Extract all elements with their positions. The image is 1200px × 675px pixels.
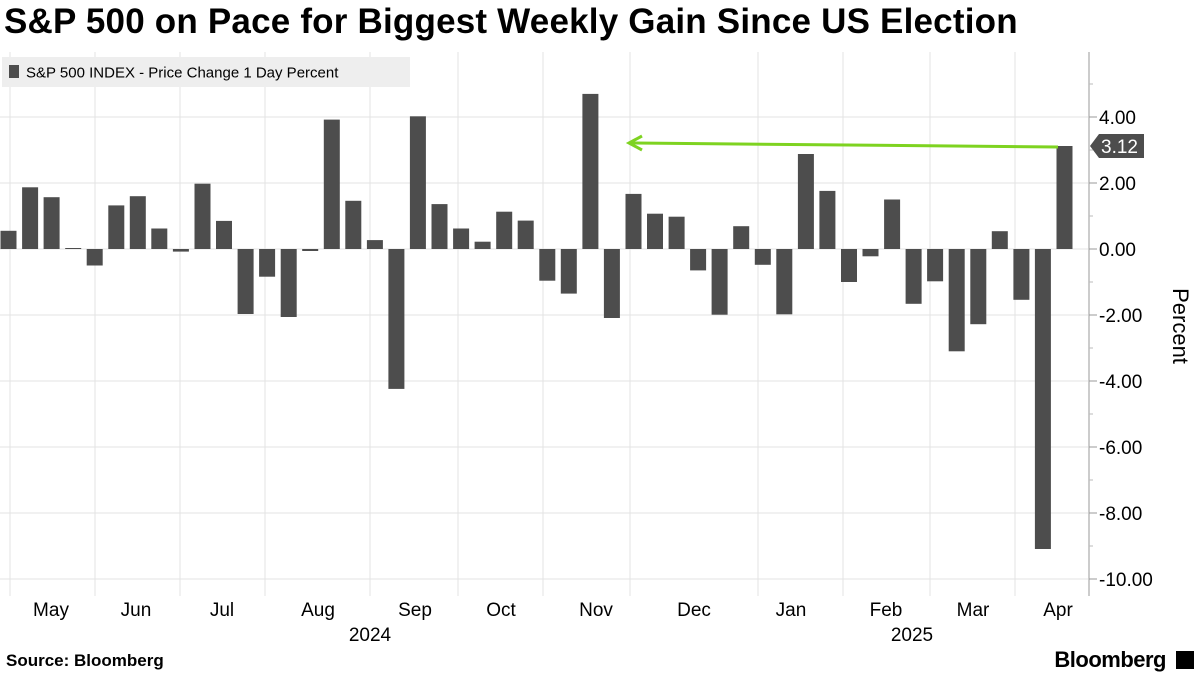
bar: [560, 249, 577, 294]
x-year-label: 2024: [349, 625, 392, 646]
bar: [431, 204, 448, 249]
bar: [129, 196, 146, 249]
bar: [582, 93, 599, 250]
legend: S&P 500 INDEX - Price Change 1 Day Perce…: [2, 57, 410, 87]
bar: [603, 249, 620, 318]
annotation: 3.12: [625, 134, 1144, 159]
x-tick-label: Feb: [870, 600, 903, 621]
bar: [948, 249, 965, 352]
bar: [216, 220, 232, 249]
legend-box: [2, 57, 410, 87]
x-tick-label: May: [33, 600, 69, 621]
x-tick-label: Aug: [301, 600, 335, 621]
bar: [345, 200, 362, 249]
x-tick-label: Mar: [957, 600, 990, 621]
bar: [474, 241, 491, 249]
bar: [754, 249, 771, 265]
bar: [280, 249, 297, 317]
bar: [517, 220, 534, 249]
bar: [302, 249, 319, 251]
bar: [65, 248, 82, 249]
x-tick-label: Dec: [677, 600, 711, 621]
bar: [970, 249, 987, 325]
y-tick-label: 0.00: [1099, 240, 1136, 261]
x-tick-label: Jan: [776, 600, 807, 621]
x-tick-label: Jul: [210, 600, 234, 621]
value-tag: [1090, 134, 1144, 159]
y-tick-label: -4.00: [1099, 372, 1142, 393]
bar: [86, 249, 103, 266]
source-note: Source: Bloomberg: [6, 651, 164, 670]
y-tick-label: -2.00: [1099, 306, 1142, 327]
bar: [927, 249, 944, 282]
y-tick-label: 4.00: [1099, 108, 1136, 129]
bar: [108, 205, 125, 249]
arrow-line: [631, 141, 1059, 149]
bar: [237, 249, 254, 314]
bar: [733, 226, 750, 249]
bar: [172, 249, 189, 252]
bar: [323, 119, 340, 249]
arrow-head: [625, 134, 643, 152]
bar: [884, 199, 901, 249]
y-tick-label: 2.00: [1099, 174, 1136, 195]
bar: [388, 249, 405, 389]
bar: [259, 249, 276, 277]
bar: [43, 197, 60, 249]
legend-swatch: [9, 65, 19, 78]
bar: [625, 193, 642, 249]
x-tick-label: Apr: [1043, 600, 1073, 621]
bar: [647, 213, 663, 249]
bar: [711, 249, 728, 315]
bar: [496, 211, 513, 249]
bar: [690, 249, 707, 271]
bars: [0, 93, 1073, 549]
bar: [409, 116, 426, 249]
y-tick-label: -10.00: [1099, 570, 1153, 591]
bar: [797, 154, 814, 249]
bar: [0, 230, 17, 249]
brand-mark-icon: [1176, 651, 1194, 669]
bar: [22, 187, 39, 249]
x-axis: May Jun Jul Aug Sep Oct Nov Dec Jan Feb Mar Apr 2024…: [33, 600, 1073, 646]
bar: [776, 249, 793, 315]
chart-title: S&P 500 on Pace for Biggest Weekly Gain …: [4, 2, 1018, 41]
bar: [453, 228, 470, 249]
x-tick-label: Nov: [579, 600, 613, 621]
bar: [1056, 146, 1073, 249]
bar: [862, 249, 879, 257]
bar: [1013, 249, 1030, 300]
y-axis: 4.00 2.00 0.00 -2.00 -4.00 -6.00 -8.00 -10.00: [1088, 52, 1153, 596]
bar: [366, 240, 383, 249]
bar: [194, 183, 211, 249]
y-axis-label: Percent: [1168, 288, 1193, 364]
grid-lines: [0, 52, 1088, 596]
bar: [539, 249, 556, 281]
bar: [819, 190, 836, 249]
x-tick-label: Sep: [398, 600, 432, 621]
bar: [1034, 249, 1051, 549]
legend-label: S&P 500 INDEX - Price Change 1 Day Perce…: [26, 65, 339, 82]
y-tick-label: -8.00: [1099, 504, 1142, 525]
brand-logo: Bloomberg: [1054, 647, 1166, 672]
bar: [841, 249, 857, 282]
x-year-label: 2025: [891, 625, 933, 646]
value-tag-label: 3.12: [1101, 137, 1138, 158]
bar: [151, 228, 168, 249]
bar: [991, 231, 1008, 249]
y-tick-label: -6.00: [1099, 438, 1142, 459]
bar: [905, 249, 922, 304]
x-tick-label: Jun: [121, 600, 152, 621]
x-tick-label: Oct: [486, 600, 516, 621]
bar: [668, 216, 685, 249]
